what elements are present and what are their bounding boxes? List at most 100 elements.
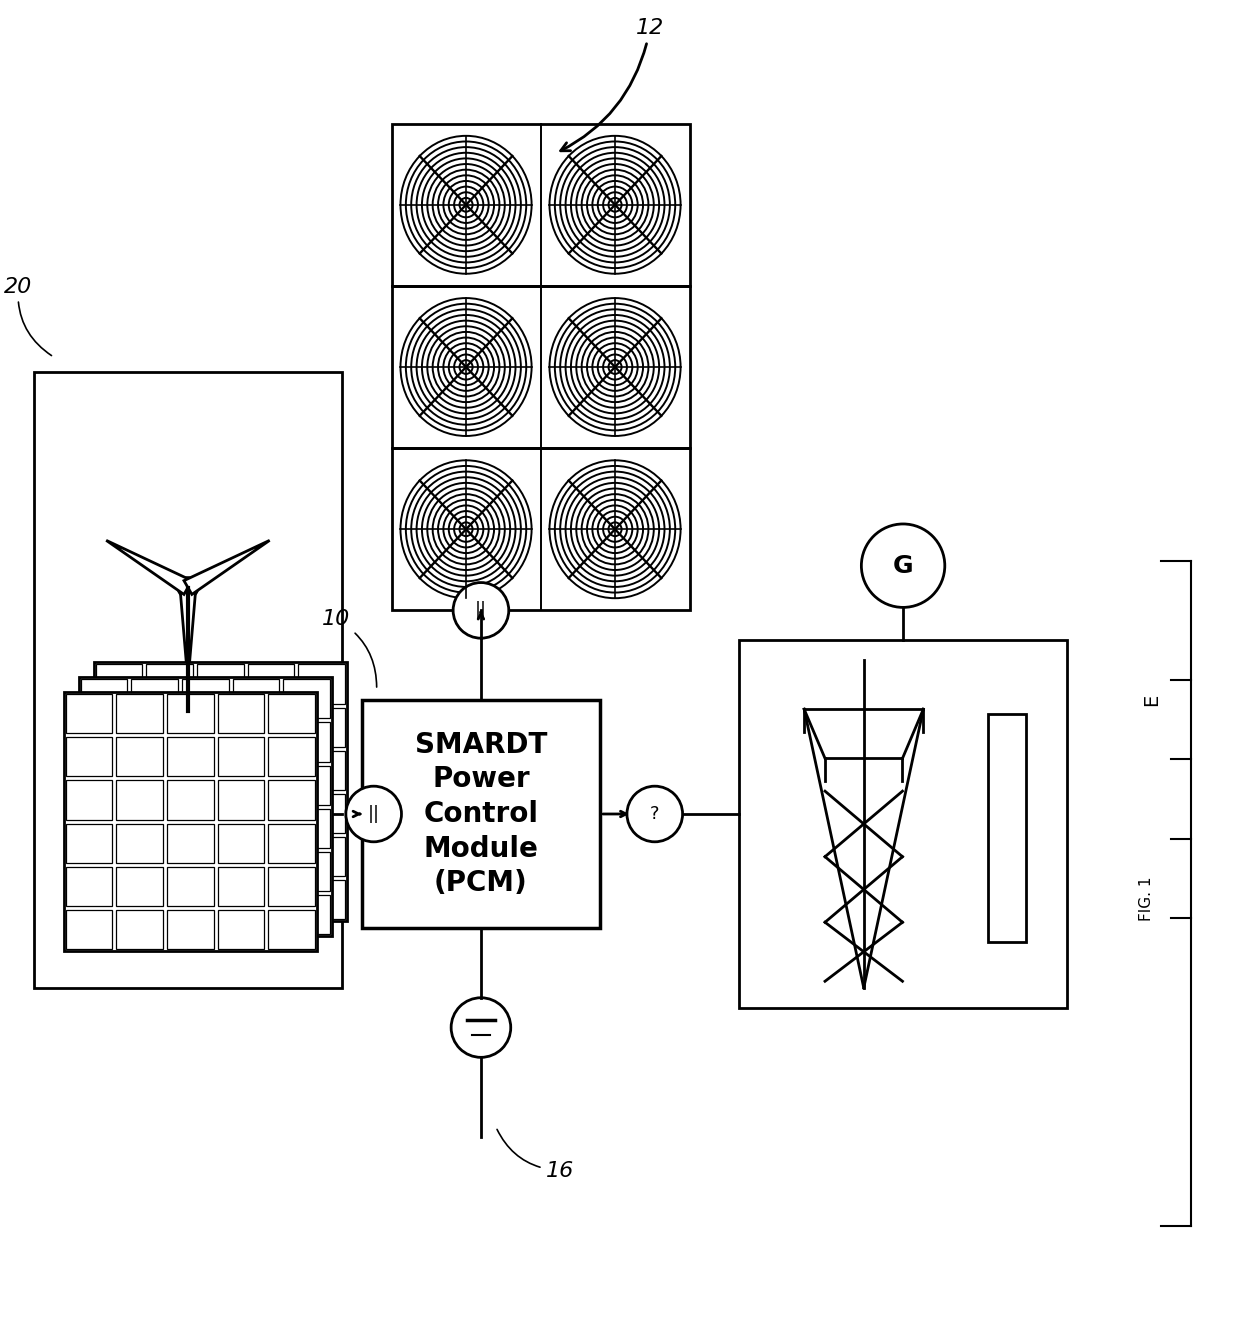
Bar [182,765,228,805]
Text: G: G [893,554,914,578]
Bar [131,809,179,848]
Bar [248,751,294,789]
Polygon shape [180,587,196,681]
Polygon shape [184,540,269,595]
Bar [268,737,315,776]
Bar [248,880,294,920]
Bar [117,695,164,733]
Text: ?: ? [650,805,660,823]
Bar [197,880,243,920]
Bar [268,910,315,949]
Bar [182,679,228,719]
Bar [233,852,279,890]
Bar [268,866,315,906]
Text: E: E [1142,693,1161,705]
Bar [33,371,342,988]
Text: 16: 16 [497,1130,574,1181]
Bar [298,751,345,789]
Bar [167,910,213,949]
Circle shape [451,998,511,1057]
Bar [182,894,228,934]
Bar [146,664,193,704]
Bar [197,751,243,789]
Bar [298,793,345,833]
Bar [298,837,345,876]
Bar [283,852,330,890]
Bar [739,640,1066,1008]
Bar [95,793,143,833]
Bar [268,824,315,862]
Bar [182,852,228,890]
Bar [95,837,143,876]
Bar [117,866,164,906]
Bar [182,723,228,761]
Bar [218,737,264,776]
Bar [248,793,294,833]
Bar [117,910,164,949]
Bar [218,866,264,906]
Bar [392,449,689,611]
Bar [131,894,179,934]
Circle shape [862,524,945,607]
Bar [248,664,294,704]
Bar [95,708,143,747]
Bar [117,824,164,862]
Text: ||: || [368,805,379,823]
Bar [362,700,600,928]
Bar [146,880,193,920]
Bar [988,713,1025,941]
Bar [233,765,279,805]
Bar [233,723,279,761]
Bar [63,692,317,950]
Bar [218,910,264,949]
Bar [167,737,213,776]
Bar [233,679,279,719]
Bar [248,708,294,747]
Bar [81,852,128,890]
Bar [167,866,213,906]
Bar [218,780,264,820]
Text: 20: 20 [4,277,52,355]
Bar [81,723,128,761]
Bar [81,894,128,934]
Circle shape [346,787,402,841]
Bar [298,664,345,704]
Bar [197,708,243,747]
Bar [81,679,128,719]
Bar [182,809,228,848]
Bar [167,780,213,820]
Bar [117,780,164,820]
Bar [233,809,279,848]
Bar [146,793,193,833]
Bar [131,852,179,890]
Bar [146,751,193,789]
Bar [93,663,347,921]
Bar [218,824,264,862]
Bar [131,723,179,761]
Bar [131,765,179,805]
Bar [66,780,113,820]
Bar [298,708,345,747]
Bar [248,837,294,876]
Bar [66,824,113,862]
Text: 10: 10 [322,610,377,687]
Bar [197,664,243,704]
Bar [283,809,330,848]
Bar [283,723,330,761]
Bar [197,793,243,833]
Bar [392,286,689,449]
Bar [95,664,143,704]
Bar [78,677,332,936]
Bar [298,880,345,920]
Text: 12: 12 [560,19,665,150]
Bar [283,679,330,719]
Bar [268,780,315,820]
Bar [66,695,113,733]
Bar [268,695,315,733]
Circle shape [179,578,198,598]
Bar [197,837,243,876]
Bar [146,708,193,747]
Bar [283,894,330,934]
Bar [81,809,128,848]
Bar [218,695,264,733]
